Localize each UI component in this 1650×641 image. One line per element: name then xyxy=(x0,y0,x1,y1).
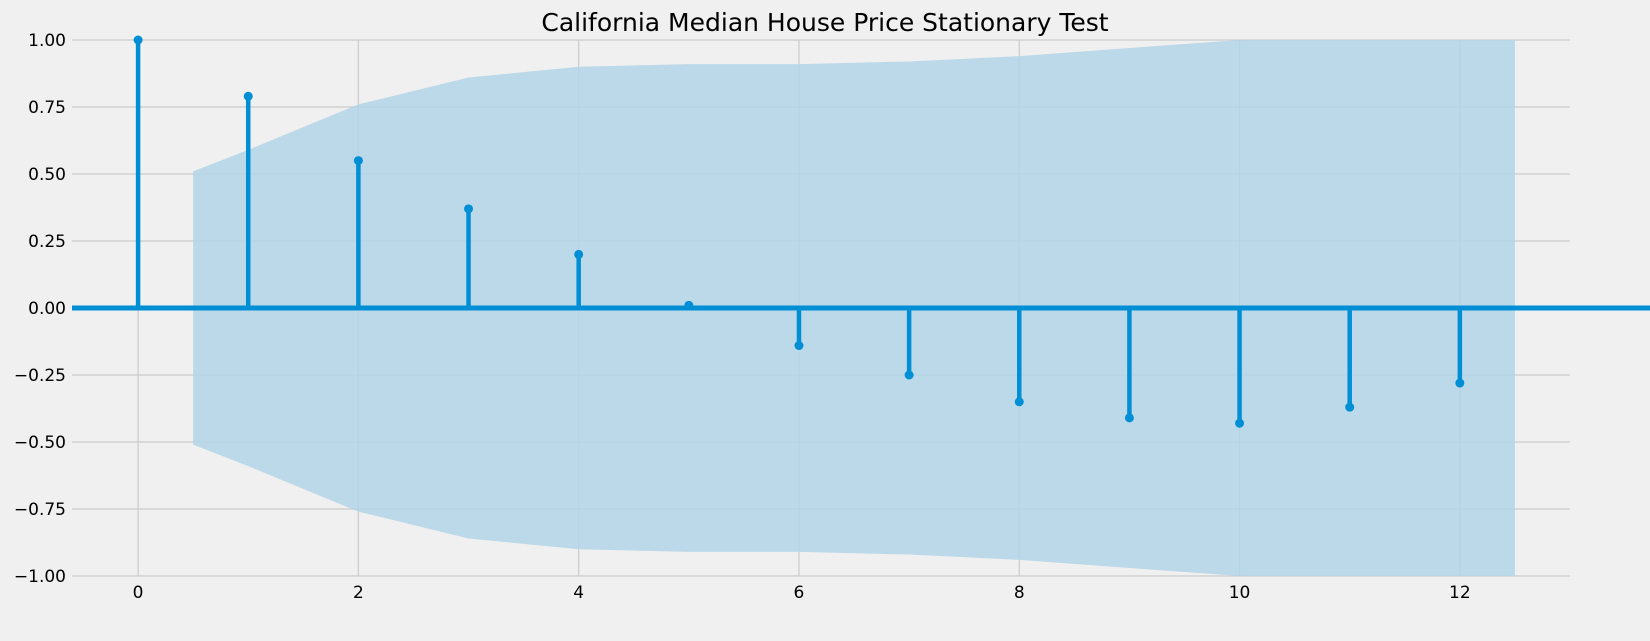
y-axis-ticks: 1.00 0.75 0.50 0.25 0.00 −0.25 −0.50 −0.75 −1.00 xyxy=(14,31,66,587)
x-tick-label: 10 xyxy=(1229,583,1251,603)
y-tick-label: 0.25 xyxy=(28,232,66,252)
y-tick-label: 0.75 xyxy=(28,98,66,118)
stem-marker xyxy=(794,341,804,351)
x-tick-label: 0 xyxy=(133,583,144,603)
stem-series xyxy=(133,35,1465,428)
x-tick-label: 12 xyxy=(1449,583,1471,603)
stem-marker xyxy=(684,300,694,310)
stem-marker xyxy=(464,204,474,214)
y-tick-label: −1.00 xyxy=(14,567,66,587)
y-tick-label: 0.50 xyxy=(28,165,66,185)
stem-marker xyxy=(353,156,363,166)
stem-marker xyxy=(133,35,143,45)
stem-marker xyxy=(574,249,584,259)
x-tick-label: 6 xyxy=(794,583,805,603)
x-tick-label: 2 xyxy=(353,583,364,603)
x-tick-label: 4 xyxy=(573,583,584,603)
stem-marker xyxy=(1235,418,1245,428)
stem-marker xyxy=(904,370,914,380)
x-tick-label: 8 xyxy=(1014,583,1025,603)
y-tick-label: −0.25 xyxy=(14,366,66,386)
y-tick-label: 0.00 xyxy=(28,299,66,319)
stem-marker xyxy=(1345,402,1355,412)
chart-title: California Median House Price Stationary… xyxy=(541,8,1108,37)
stem-marker xyxy=(243,91,253,101)
x-axis-ticks: 0 2 4 6 8 10 12 xyxy=(133,583,1471,603)
stem-marker xyxy=(1014,397,1024,407)
y-tick-label: 1.00 xyxy=(28,31,66,51)
stem-marker xyxy=(1455,378,1465,388)
stem-marker xyxy=(1124,413,1134,423)
y-tick-label: −0.50 xyxy=(14,433,66,453)
y-tick-label: −0.75 xyxy=(14,500,66,520)
